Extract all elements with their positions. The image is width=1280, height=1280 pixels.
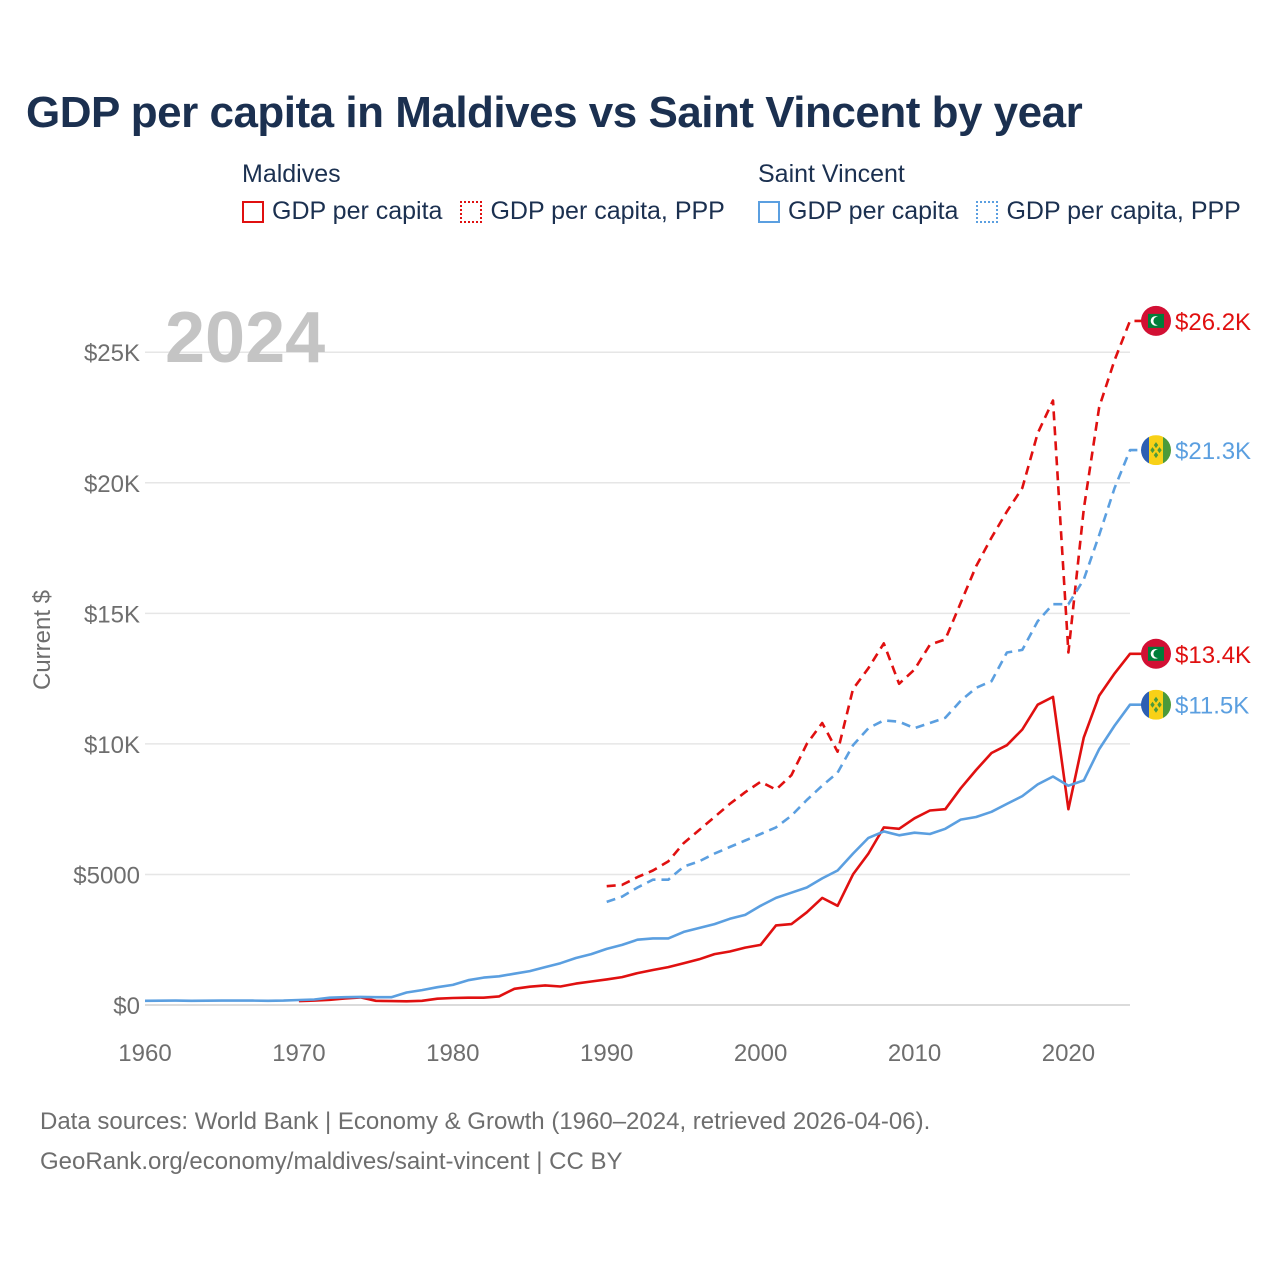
x-tick-label: 2010 [888,1040,941,1067]
y-tick-label: $5000 [73,862,140,889]
y-tick-label: $20K [84,471,140,498]
y-tick-label: $10K [84,732,140,759]
year-watermark: 2024 [165,298,325,378]
legend-group-saint-vincent: Saint Vincent GDP per capita GDP per cap… [758,160,1259,226]
legend-swatch-maldives-ppp [460,200,483,223]
y-tick-label: $25K [84,340,140,367]
x-tick-label: 1980 [426,1040,479,1067]
legend-item-maldives-gdp[interactable]: GDP per capita [242,197,442,226]
end-value-label-saint-vincent-gdp-per-capita: $11.5K [1175,693,1249,720]
legend-group-maldives: Maldives GDP per capita GDP per capita, … [242,160,743,226]
x-tick-label: 1990 [580,1040,633,1067]
legend-label-maldives-ppp: GDP per capita, PPP [490,197,725,225]
saint-vincent-flag-icon [1141,689,1171,720]
y-axis-title: Current $ [29,590,56,690]
y-tick-label: $0 [113,993,140,1020]
legend-item-saint-vincent-ppp[interactable]: GDP per capita, PPP [976,197,1241,226]
legend-swatch-maldives-gdp [242,200,264,223]
legend-label-saint-vincent-ppp: GDP per capita, PPP [1006,197,1241,225]
footer-sources: Data sources: World Bank | Economy & Gro… [40,1108,931,1135]
legend-label-maldives-gdp: GDP per capita [272,197,443,225]
legend-label-saint-vincent-gdp: GDP per capita [788,197,959,225]
legend-heading-maldives: Maldives [242,160,341,188]
maldives-flag-icon [1141,305,1171,336]
x-tick-label: 2020 [1042,1040,1095,1067]
saint-vincent-flag-icon [1141,435,1171,466]
series-line-maldives-gdp-per-capita[interactable] [298,652,1142,1003]
legend-swatch-saint-vincent-gdp [758,200,780,223]
series-line-saint-vincent-gdp-per-capita-ppp[interactable] [606,448,1142,904]
series-line-saint-vincent-gdp-per-capita[interactable] [144,703,1142,1003]
legend-item-saint-vincent-gdp[interactable]: GDP per capita [758,197,958,226]
end-value-label-maldives-gdp-per-capita: $13.4K [1175,642,1251,669]
maldives-flag-icon [1141,638,1171,669]
x-tick-label: 1970 [272,1040,325,1067]
y-tick-label: $15K [84,601,140,628]
x-tick-label: 1960 [118,1040,171,1067]
legend-heading-saint-vincent: Saint Vincent [758,160,905,188]
end-value-label-maldives-gdp-per-capita-ppp: $26.2K [1175,309,1251,336]
x-tick-label: 2000 [734,1040,787,1067]
legend-swatch-saint-vincent-ppp [976,200,999,223]
legend-item-maldives-ppp[interactable]: GDP per capita, PPP [460,197,725,226]
chart-title: GDP per capita in Maldives vs Saint Vinc… [26,88,1083,137]
footer-link[interactable]: GeoRank.org/economy/maldives/saint-vince… [40,1148,623,1175]
series-line-maldives-gdp-per-capita-ppp[interactable] [606,319,1142,888]
end-value-label-saint-vincent-gdp-per-capita-ppp: $21.3K [1175,438,1251,465]
